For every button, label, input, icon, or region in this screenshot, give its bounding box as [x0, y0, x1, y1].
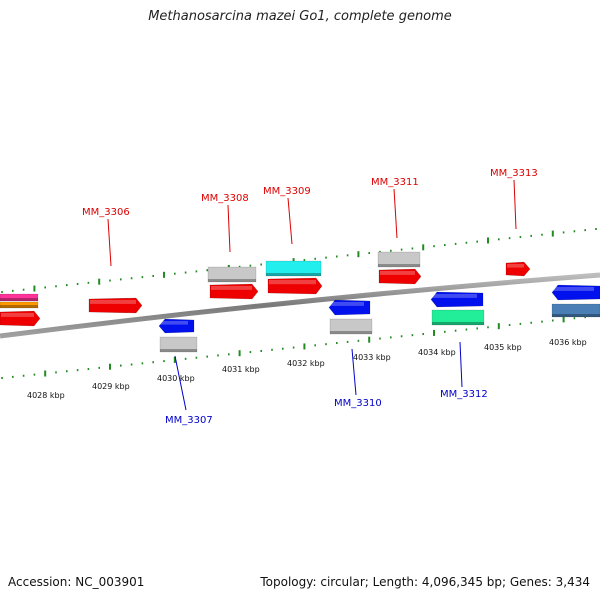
forward-gene-labels: MM_3306 MM_3308 MM_3309 MM_3311 MM_3313 — [82, 168, 538, 218]
gene-arrow-forward — [0, 310, 41, 327]
leader-line-reverse — [351, 348, 357, 396]
map-title: Methanosarcina mazei Go1, complete genom… — [148, 9, 452, 24]
label-leader-lines — [107, 179, 517, 411]
cds-box — [377, 251, 421, 268]
gene-label-mm-3308[interactable]: MM_3308 — [201, 193, 249, 204]
cds-box — [0, 293, 39, 302]
scale-label: 4036 kbp — [549, 338, 587, 347]
scale-label: 4030 kbp — [157, 374, 195, 383]
gene-label-mm-3313[interactable]: MM_3313 — [490, 168, 538, 179]
gene-arrow-forward — [209, 283, 259, 300]
leader-line-forward — [227, 204, 231, 253]
feature-layer[interactable] — [0, 251, 600, 353]
cds-box — [551, 303, 600, 318]
gene-arrow-reverse — [551, 284, 600, 301]
gene-label-mm-3309[interactable]: MM_3309 — [263, 186, 311, 197]
gene-arrow-forward — [267, 277, 323, 295]
reverse-gene-labels: MM_3307 MM_3310 MM_3312 — [165, 389, 488, 426]
scale-label: 4035 kbp — [484, 343, 522, 352]
cds-box-shadow — [378, 264, 420, 267]
cds-box — [0, 301, 39, 309]
gene-label-mm-3312[interactable]: MM_3312 — [440, 389, 488, 400]
gene-arrow-forward — [505, 261, 531, 277]
scale-label: 4032 kbp — [287, 359, 325, 368]
gene-arrow-reverse — [158, 318, 195, 334]
gene-arrow-forward — [88, 297, 143, 314]
scale-label: 4028 kbp — [27, 391, 65, 400]
leader-line-reverse — [174, 355, 187, 411]
gene-arrow-forward-highlight — [507, 264, 524, 268]
gene-arrow-reverse-highlight — [160, 321, 188, 325]
genome-stats-label: Topology: circular; Length: 4,096,345 bp… — [260, 575, 590, 589]
gene-arrow-forward — [378, 268, 422, 285]
leader-line-forward — [393, 188, 398, 239]
scale-label: 4031 kbp — [222, 365, 260, 374]
cds-box-shadow — [208, 279, 256, 282]
gene-label-mm-3311[interactable]: MM_3311 — [371, 177, 419, 188]
cds-box-shadow — [0, 305, 38, 308]
gene-arrow-forward-highlight — [380, 271, 415, 275]
accession-label: Accession: NC_003901 — [8, 575, 145, 589]
leader-line-forward — [287, 197, 293, 245]
cds-box-shadow — [432, 322, 484, 325]
reverse-tick-row — [1, 315, 597, 379]
genome-backbone — [0, 272, 600, 339]
leader-line-forward — [513, 179, 517, 230]
cds-box-shadow — [330, 331, 372, 334]
gene-label-mm-3306[interactable]: MM_3306 — [82, 207, 130, 218]
cds-box-shadow — [160, 349, 197, 352]
gene-arrow-forward-highlight — [1, 313, 34, 317]
leader-line-forward — [107, 218, 112, 267]
cds-box-shadow — [266, 273, 321, 276]
gene-arrow-reverse — [430, 291, 484, 308]
leader-line-reverse — [459, 341, 463, 388]
gene-arrow-reverse-highlight — [432, 294, 477, 298]
cds-box — [207, 266, 257, 283]
gene-arrow-reverse-highlight — [553, 287, 594, 291]
scale-label: 4034 kbp — [418, 348, 456, 357]
gene-arrow-forward-highlight — [90, 300, 136, 304]
scale-label: 4033 kbp — [353, 353, 391, 362]
cds-box — [159, 336, 198, 353]
cds-box-shadow — [0, 298, 38, 301]
gene-label-mm-3310[interactable]: MM_3310 — [334, 398, 382, 409]
scale-labels: 4028 kbp 4029 kbp 4030 kbp 4031 kbp 4032… — [27, 338, 587, 400]
gene-arrow-forward-highlight — [211, 286, 252, 290]
cds-box — [265, 260, 322, 277]
cds-box-shadow — [552, 314, 600, 317]
gene-arrow-reverse-highlight — [330, 302, 364, 306]
cds-box — [329, 318, 373, 335]
gene-arrow-forward-highlight — [269, 280, 316, 285]
gene-arrow-reverse — [328, 299, 371, 316]
gene-label-mm-3307[interactable]: MM_3307 — [165, 415, 213, 426]
cds-box — [431, 309, 485, 326]
scale-label: 4029 kbp — [92, 382, 130, 391]
